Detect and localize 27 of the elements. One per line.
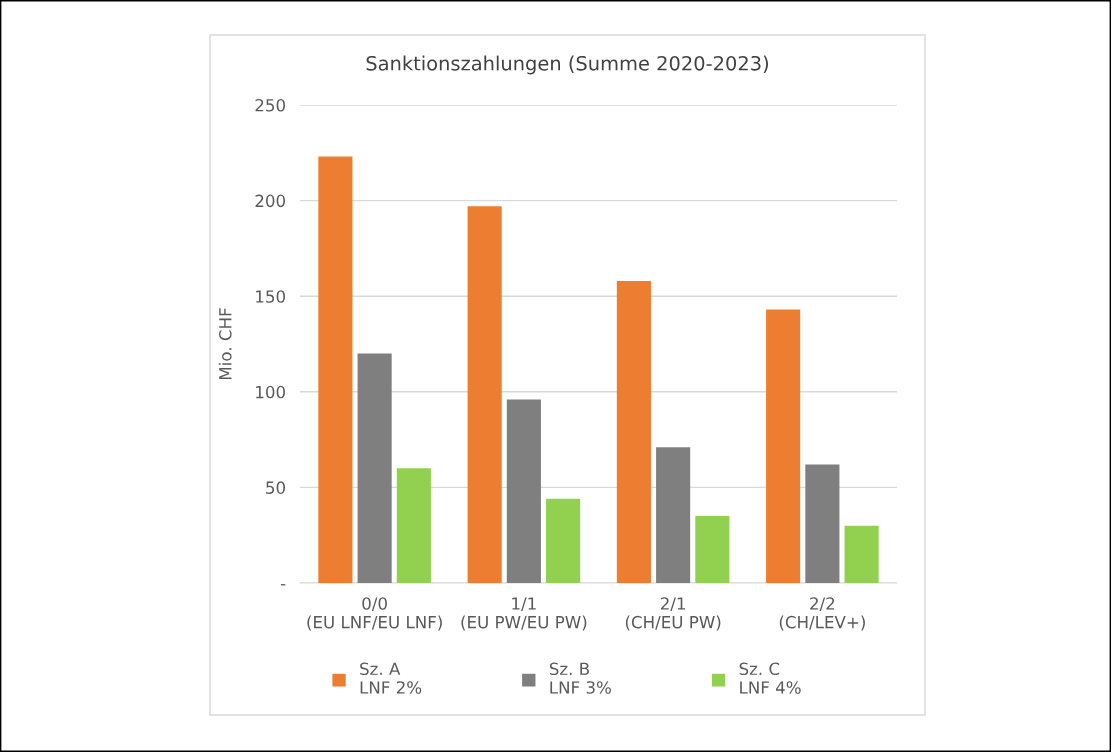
y-tick-label: 250 [255, 98, 285, 112]
y-tick-label: 150 [256, 290, 285, 303]
bar [318, 156, 353, 583]
bar [467, 206, 502, 583]
y-tick-label: 100 [256, 385, 285, 399]
bar [616, 280, 651, 583]
bar [396, 468, 431, 583]
bar [546, 498, 581, 583]
bar [805, 464, 840, 583]
y-tick-label: 200 [255, 194, 285, 208]
y-axis-title: Mio. CHF [218, 308, 232, 379]
bar [506, 399, 541, 583]
x-tick-label: 1/1 (EU PW/EU PW) [461, 597, 587, 631]
chart-title: Sanktionszahlungen (Summe 2020-2023) [366, 55, 769, 75]
x-tick-label: 0/0 (EU LNF/EU LNF) [307, 597, 442, 631]
bar [766, 309, 801, 583]
x-tick-label: 2/2 (CH/LEV+) [779, 597, 865, 631]
y-tick-label: 50 [266, 481, 285, 494]
bar [844, 525, 879, 583]
bar [695, 516, 730, 583]
legend-label: Sz. B LNF 3% [549, 662, 611, 694]
bar [656, 447, 691, 583]
y-tick-label: - [280, 584, 286, 586]
legend-label: Sz. A LNF 2% [360, 662, 422, 694]
bar [357, 353, 392, 583]
x-tick-label: 2/1 (CH/EU PW) [625, 597, 721, 631]
legend-label: Sz. C LNF 4% [739, 662, 801, 694]
